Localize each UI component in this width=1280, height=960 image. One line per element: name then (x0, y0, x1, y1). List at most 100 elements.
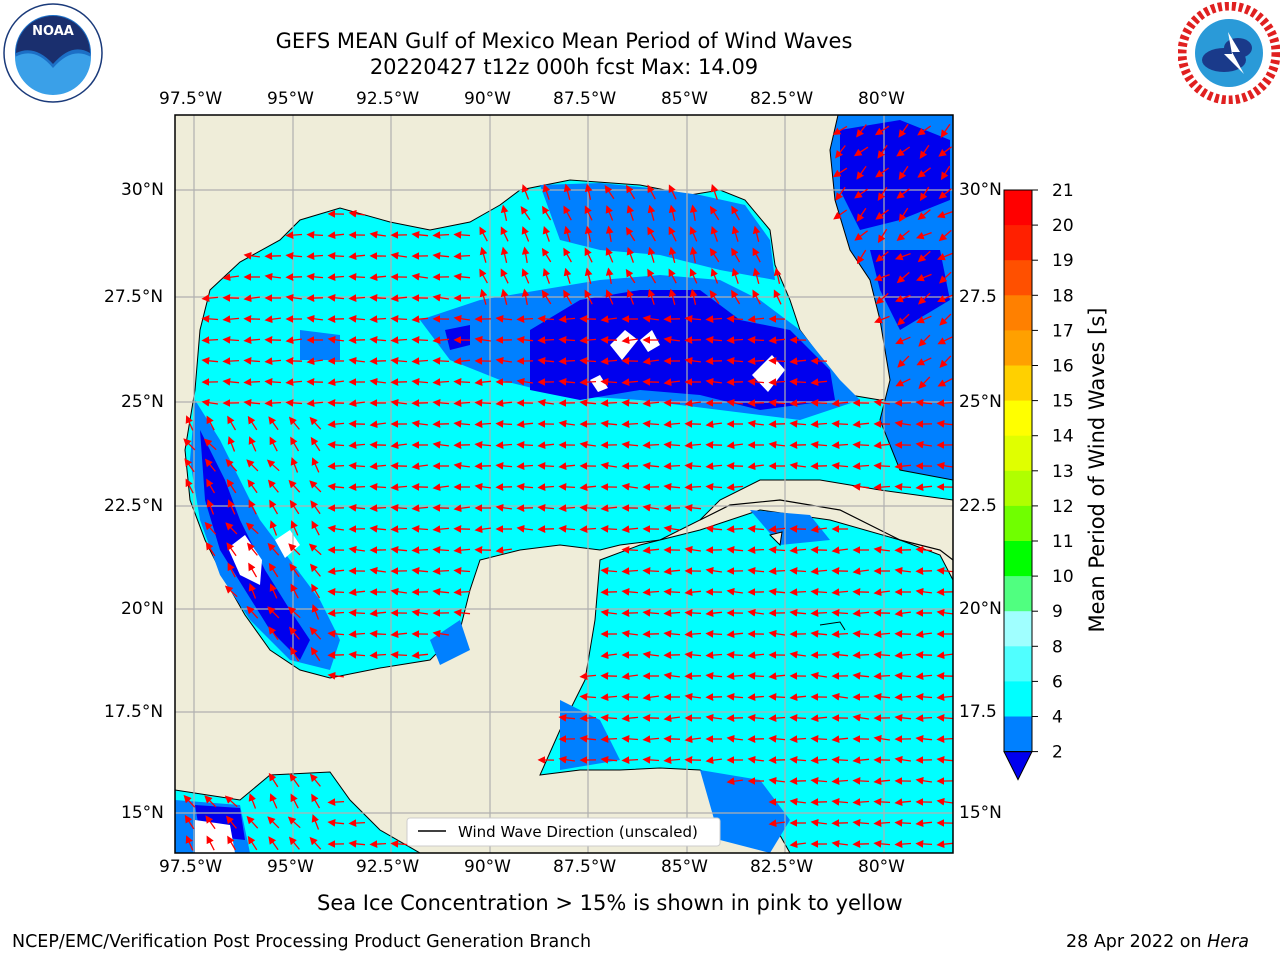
wind-arrow (854, 230, 868, 241)
wind-arrow (248, 436, 257, 452)
wind-arrow (747, 357, 765, 366)
wind-arrow (246, 605, 259, 619)
wind-arrow (856, 207, 867, 222)
wind-arrow (731, 205, 740, 221)
lon-tick-top: 92.5°W (356, 89, 420, 109)
lon-tick-top: 90°W (464, 89, 511, 109)
wind-arrow (937, 294, 953, 303)
wind-arrow (369, 609, 387, 618)
wind-arrow (668, 246, 677, 263)
wind-arrow (898, 123, 909, 138)
wind-arrow (474, 399, 492, 407)
lon-tick-top: 82.5°W (750, 89, 814, 109)
wind-arrow (243, 336, 261, 345)
wind-arrow (390, 587, 407, 596)
wind-arrow (853, 146, 869, 157)
wind-arrow (894, 671, 912, 680)
wind-arrow (269, 436, 278, 452)
lat-tick-left: 22.5°N (104, 496, 164, 516)
wind-arrow (558, 315, 576, 324)
wind-arrow (663, 420, 681, 429)
wind-arrow (810, 609, 828, 617)
wind-arrow (268, 416, 279, 431)
wind-arrow (600, 651, 617, 660)
wind-arrow (289, 499, 300, 515)
wind-arrow (810, 525, 827, 534)
wind-arrow (474, 378, 492, 387)
wind-arrow (877, 186, 888, 201)
wind-arrow (915, 630, 932, 639)
wind-arrow (369, 420, 386, 429)
wind-arrow (600, 608, 617, 617)
wind-arrow (558, 524, 576, 533)
wind-arrow (768, 587, 786, 596)
wind-arrow (558, 504, 576, 513)
wind-arrow (873, 777, 891, 786)
wind-arrow (789, 357, 807, 366)
wind-arrow (348, 273, 366, 281)
wind-arrow (915, 545, 933, 554)
wind-arrow (625, 226, 636, 242)
lon-tick-top: 95°W (267, 89, 314, 109)
wind-arrow (832, 125, 848, 135)
wind-arrow (432, 378, 450, 387)
wind-arrow (327, 609, 345, 618)
wind-arrow (647, 268, 657, 284)
colorbar-tick-label: 14 (1052, 427, 1074, 447)
colorbar-segment (1004, 190, 1032, 226)
wind-arrow (936, 713, 953, 722)
wind-arrow (327, 588, 345, 596)
wind-arrow (348, 650, 366, 659)
sea-ice-caption: Sea Ice Concentration > 15% is shown in … (317, 891, 903, 915)
wind-arrow (289, 563, 300, 578)
wind-arrow (663, 609, 681, 618)
wind-arrow (288, 479, 301, 493)
wind-arrow (369, 630, 387, 638)
wind-arrow (390, 441, 407, 450)
wind-arrow (390, 545, 408, 554)
wind-arrow (831, 420, 849, 428)
wind-arrow (245, 522, 259, 535)
wind-arrow (833, 209, 848, 220)
wind-arrow (916, 315, 932, 324)
wind-arrow (936, 461, 953, 470)
wind-arrow (874, 315, 890, 324)
wind-arrow (897, 313, 910, 326)
wind-arrow (852, 462, 870, 471)
wind-arrow (663, 482, 681, 491)
wind-arrow (411, 608, 428, 617)
wind-arrow (873, 692, 891, 701)
wind-arrow (936, 735, 953, 743)
wind-arrow (917, 250, 931, 263)
wind-arrow (537, 398, 554, 407)
wind-arrow (684, 441, 702, 450)
wind-arrow (894, 419, 911, 428)
wind-arrow (896, 188, 910, 199)
wind-arrow (390, 503, 408, 512)
wind-arrow (915, 692, 933, 701)
wind-arrow (773, 267, 782, 284)
wind-arrow (668, 288, 677, 305)
wind-arrow (663, 440, 681, 449)
wind-arrow (663, 588, 681, 596)
wind-arrow (204, 458, 216, 472)
wind-arrow (810, 378, 828, 387)
wind-arrow (705, 315, 723, 324)
wind-arrow (852, 798, 870, 807)
wind-arrow (542, 183, 551, 200)
wind-arrow (369, 840, 387, 848)
wind-arrow (226, 478, 237, 494)
wind-arrow (203, 438, 217, 451)
wind-arrow (411, 419, 428, 428)
wind-arrow (479, 226, 488, 242)
wind-arrow (894, 483, 912, 491)
wind-arrows (183, 123, 953, 851)
wind-arrow (600, 504, 618, 513)
wind-arrow (600, 735, 618, 743)
lat-tick-right: 20°N (959, 599, 1002, 619)
wind-arrow (432, 440, 449, 449)
wind-arrow (684, 314, 702, 323)
wind-arrow (369, 482, 387, 491)
wind-arrow (185, 415, 194, 431)
wind-arrow (705, 462, 723, 471)
